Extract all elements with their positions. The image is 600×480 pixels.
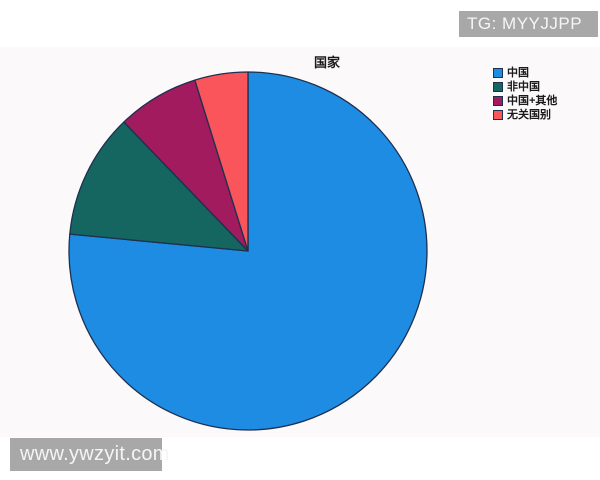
legend-label: 非中国 (507, 80, 540, 93)
legend-item: 中国 (493, 66, 557, 80)
legend-item: 非中国 (493, 80, 557, 94)
legend-swatch-icon (493, 68, 503, 78)
legend-label: 中国+其他 (507, 94, 558, 107)
legend-swatch-icon (493, 82, 503, 92)
pie-slice-1 (69, 121, 249, 252)
pie-slice-3 (194, 71, 249, 252)
legend-swatch-icon (493, 110, 503, 120)
watermark-bottom: www.ywzyit.com (10, 438, 169, 471)
legend-label: 无关国别 (507, 108, 551, 121)
legend-item: 无关国别 (493, 108, 557, 122)
legend-label: 中国 (507, 66, 529, 79)
legend-swatch-icon (493, 96, 503, 106)
chart-title: 国家 (313, 55, 341, 70)
watermark-top-text: TG: MYYJJPP (467, 14, 583, 33)
legend-item: 中国+其他 (493, 94, 557, 108)
watermark-top: TG: MYYJJPP (459, 11, 598, 37)
watermark-bottom-text: www.ywzyit.com (20, 443, 170, 465)
legend: 中国 非中国 中国+其他 无关国别 (493, 66, 557, 122)
